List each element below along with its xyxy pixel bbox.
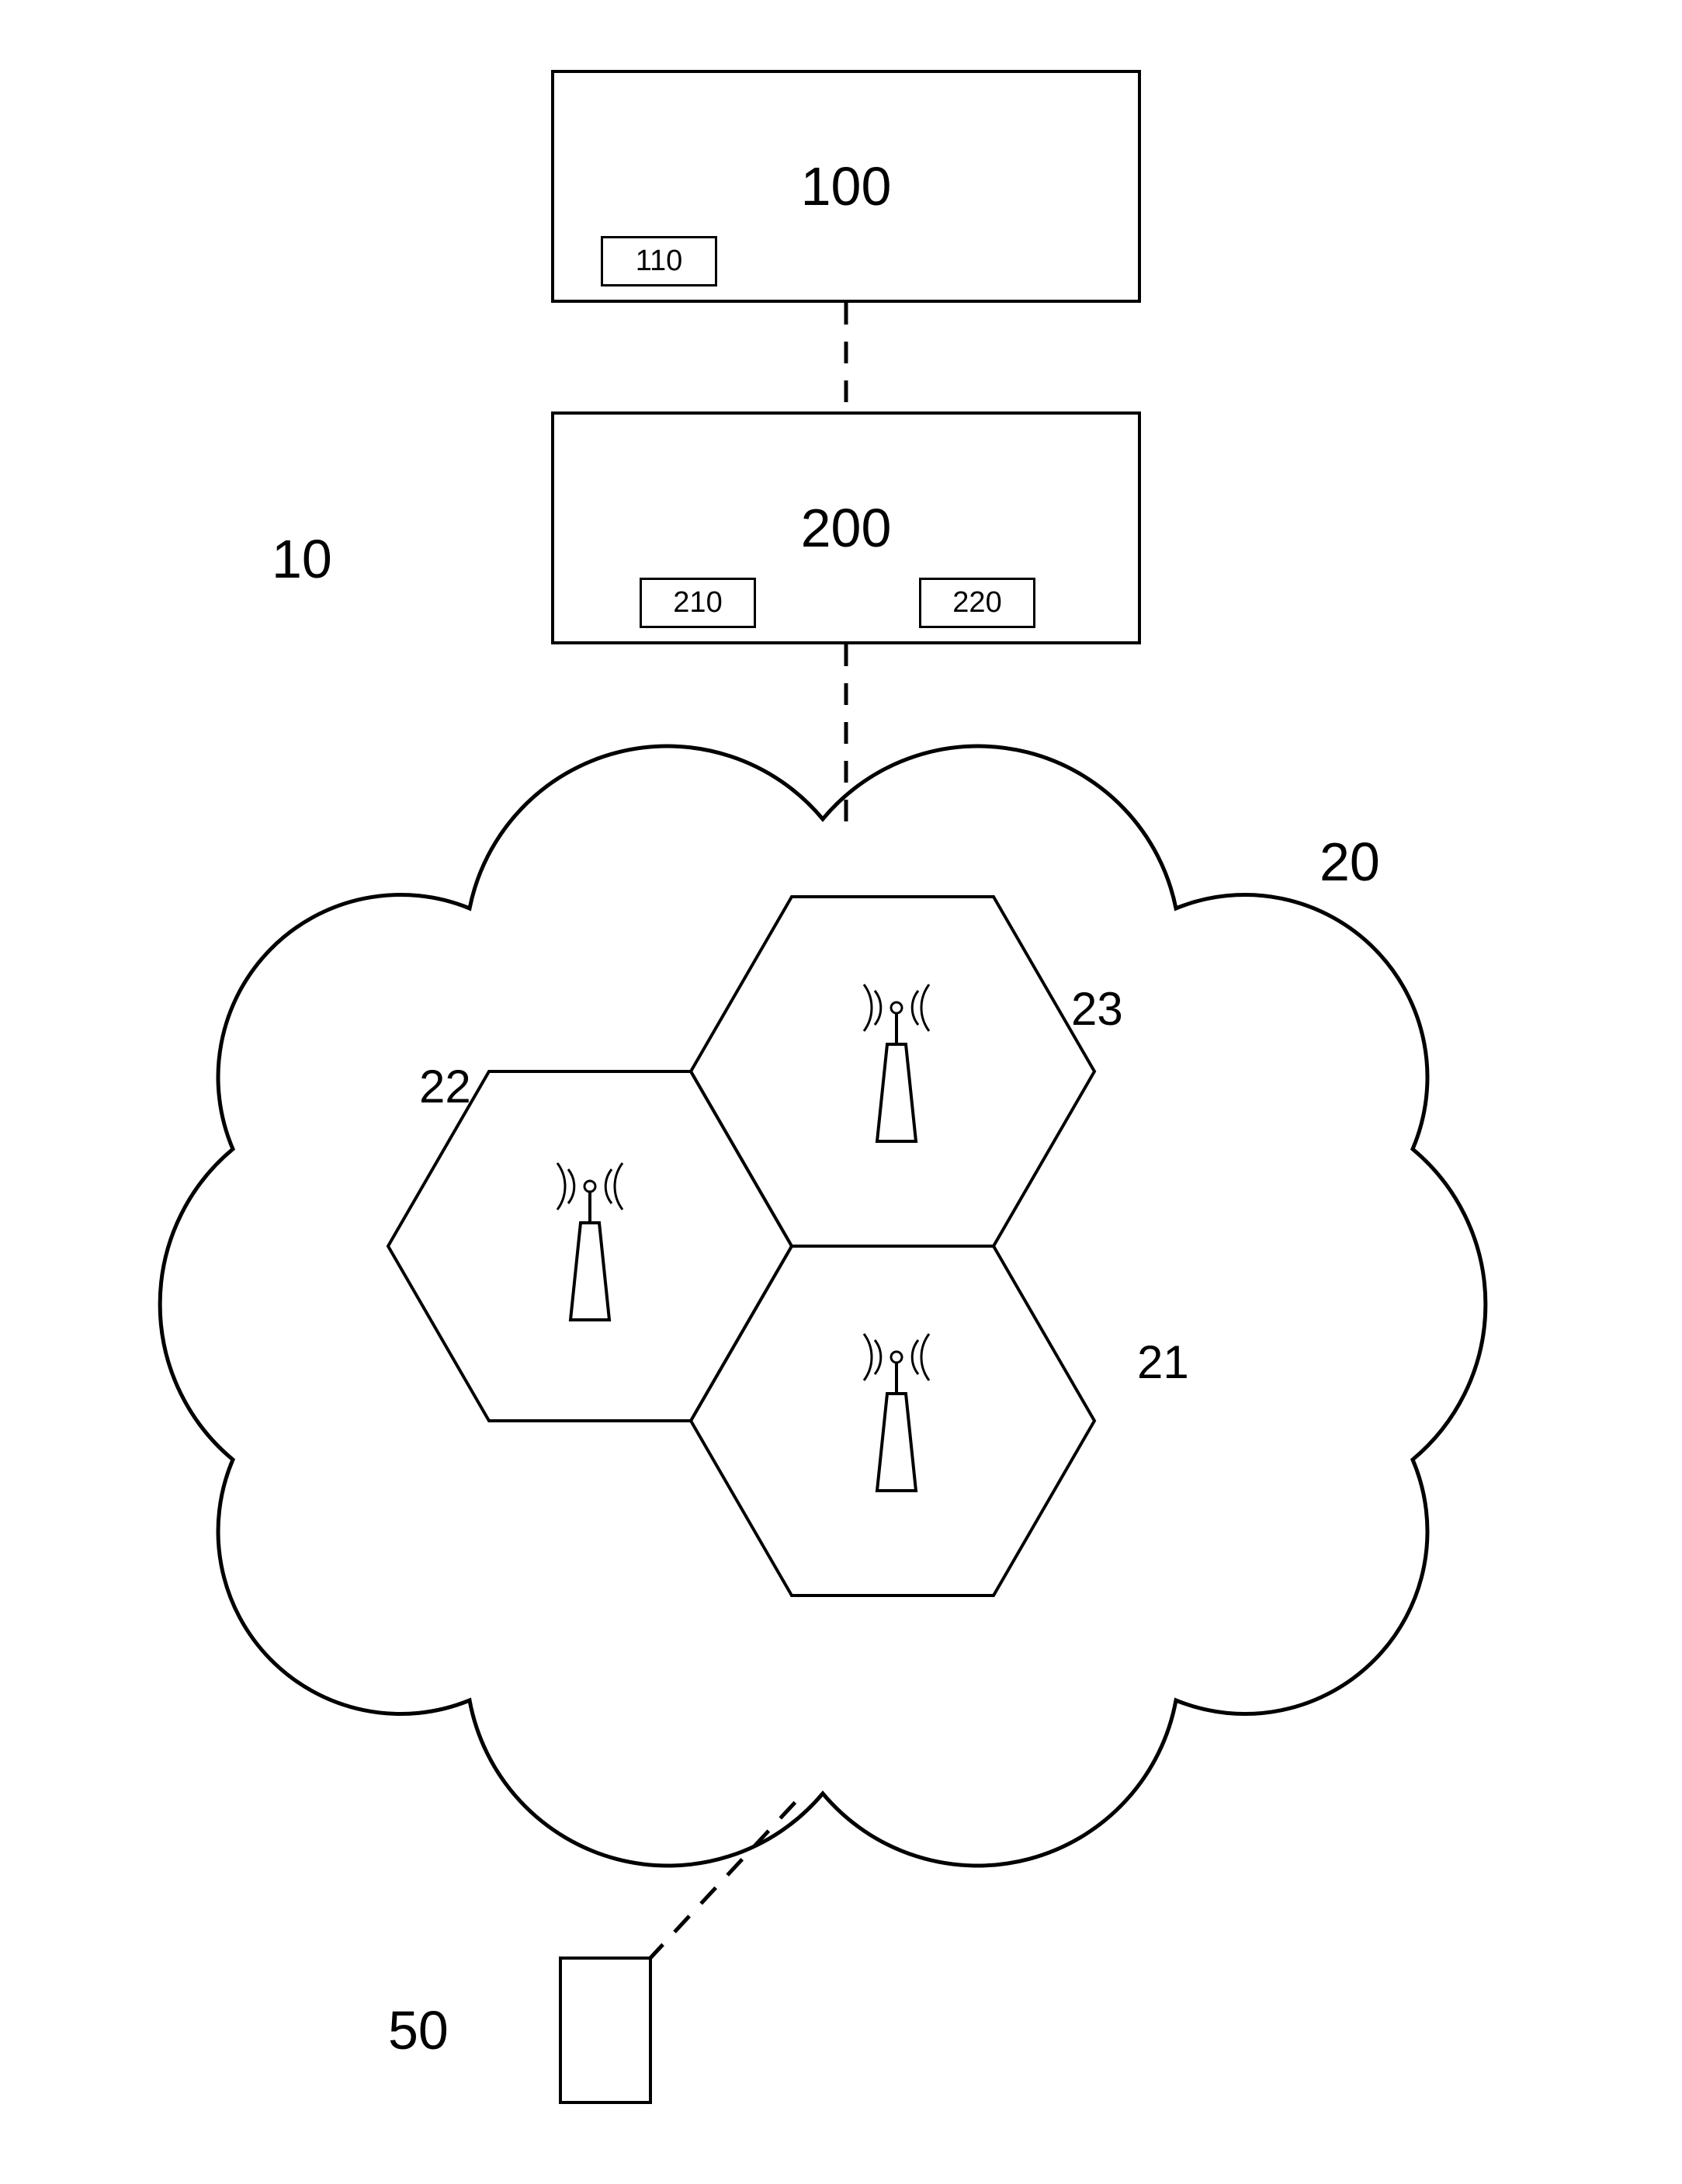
hexagon-cell-22	[388, 1071, 792, 1421]
antenna-icon-22	[557, 1163, 623, 1320]
cell-label-22: 22	[419, 1060, 471, 1113]
device-box-50	[559, 1957, 652, 2104]
hexagon-cell-23	[691, 897, 1094, 1246]
antenna-icon-21	[864, 1334, 929, 1491]
antenna-icon-23	[864, 984, 929, 1141]
diagram-svg	[0, 0, 1682, 2184]
cell-label-23: 23	[1071, 982, 1123, 1036]
system-label-10: 10	[272, 528, 332, 590]
cell-label-21: 21	[1137, 1335, 1189, 1389]
network-diagram: 100 110 200 210 220	[0, 0, 1682, 2184]
cloud-shape	[160, 746, 1486, 1866]
connector-device-cloud	[648, 1793, 803, 1960]
device-label-50: 50	[388, 1999, 449, 2061]
hexagon-cell-21	[691, 1246, 1094, 1595]
cloud-label-20: 20	[1320, 831, 1380, 893]
